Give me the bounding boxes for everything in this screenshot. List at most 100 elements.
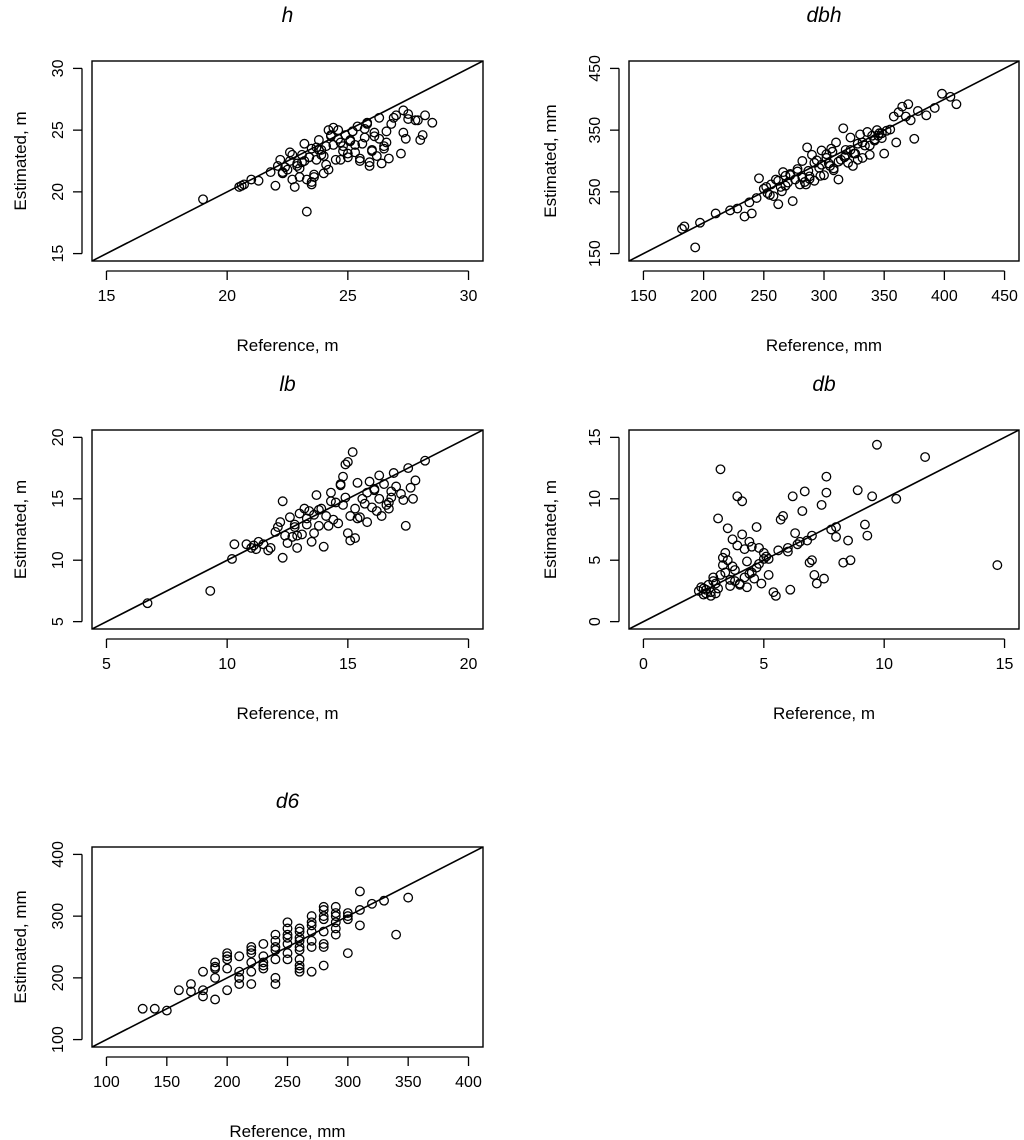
- data-point: [318, 911, 329, 922]
- x-tick-label: 10: [218, 656, 236, 673]
- reference-line: [92, 61, 483, 261]
- panel-d6: d6 100 150 200 250 300 350 400 Reference, mm 100 2…: [11, 790, 484, 1140]
- data-point: [306, 917, 317, 928]
- data-point: [763, 570, 774, 580]
- data-point: [198, 194, 208, 205]
- data-point: [690, 242, 701, 253]
- data-point: [350, 147, 361, 158]
- data-point: [937, 88, 947, 99]
- data-point: [773, 545, 784, 556]
- data-point: [780, 170, 791, 181]
- y-tick-label: 450: [587, 55, 604, 82]
- reference-line: [629, 430, 1019, 629]
- y-tick-label: 150: [587, 240, 604, 267]
- data-point: [282, 932, 293, 943]
- data-point: [333, 518, 344, 529]
- x-tick-label: 450: [991, 288, 1018, 305]
- data-point: [379, 895, 389, 906]
- x-tick-label: 300: [334, 1074, 361, 1091]
- data-point: [301, 513, 312, 524]
- data-point: [742, 556, 752, 567]
- data-point: [391, 481, 402, 492]
- x-tick-label: 250: [274, 1074, 301, 1091]
- y-axis-label: Estimated, mm: [11, 890, 30, 1003]
- data-point: [282, 538, 293, 548]
- y-tick-label: 10: [50, 551, 67, 569]
- reference-line: [92, 847, 483, 1047]
- y-axis: 150 250 350 450: [587, 55, 620, 267]
- data-point: [210, 963, 221, 974]
- x-tick-label: 350: [871, 288, 898, 305]
- data-point: [330, 901, 341, 912]
- data-point: [367, 898, 377, 909]
- data-point: [770, 590, 781, 601]
- data-point: [222, 985, 233, 996]
- data-point: [754, 173, 764, 184]
- data-point: [318, 926, 329, 937]
- data-point: [364, 160, 375, 171]
- data-point: [872, 125, 882, 136]
- data-point: [246, 542, 257, 553]
- data-point: [345, 135, 356, 145]
- y-tick-label: 20: [50, 428, 67, 446]
- data-point: [357, 138, 368, 149]
- data-point: [362, 517, 373, 528]
- data-point: [717, 552, 728, 563]
- x-tick-label: 350: [395, 1074, 422, 1091]
- data-point: [347, 126, 358, 137]
- data-point: [258, 960, 269, 971]
- y-tick-label: 0: [587, 617, 604, 626]
- data-point: [710, 588, 721, 599]
- data-point: [210, 994, 221, 1005]
- data-point: [306, 143, 317, 154]
- x-tick-label: 5: [102, 656, 111, 673]
- data-point: [306, 536, 317, 547]
- panel-lb: lb 5 10 15 20 Reference, m 5 10 15 20 Estimated, m: [11, 373, 484, 723]
- data-point: [897, 101, 908, 112]
- data-point: [867, 491, 878, 502]
- data-point: [357, 493, 368, 504]
- y-axis: 5 10 15 20: [50, 428, 83, 626]
- data-point: [338, 146, 348, 157]
- data-point: [754, 542, 764, 553]
- x-axis-label: Reference, m: [236, 336, 338, 355]
- chart-title: h: [282, 4, 294, 27]
- data-point: [137, 1003, 148, 1014]
- data-point: [270, 935, 281, 946]
- data-point: [282, 954, 293, 965]
- data-point: [395, 488, 406, 499]
- data-point: [376, 158, 387, 169]
- data-point: [873, 130, 884, 141]
- data-point: [186, 986, 196, 997]
- y-axis-label: Estimated, m: [11, 480, 30, 579]
- x-axis: 15 20 25 30: [98, 270, 478, 305]
- data-point: [872, 439, 882, 450]
- x-tick-label: 400: [931, 288, 958, 305]
- data-point: [306, 920, 317, 931]
- data-point: [403, 114, 414, 124]
- chart-title: lb: [279, 373, 296, 396]
- data-point: [698, 583, 709, 594]
- data-point: [821, 487, 832, 498]
- data-point: [797, 156, 808, 166]
- data-point: [294, 954, 305, 965]
- data-point: [951, 99, 962, 110]
- x-tick-label: 400: [455, 1074, 482, 1091]
- data-point: [405, 482, 416, 493]
- data-point: [340, 459, 351, 470]
- data-point: [807, 530, 817, 541]
- x-tick-label: 300: [811, 288, 838, 305]
- data-point: [369, 484, 380, 494]
- data-point: [809, 570, 820, 580]
- data-point: [342, 911, 353, 922]
- data-point: [369, 127, 380, 138]
- data-point: [379, 143, 389, 154]
- data-point: [222, 954, 233, 965]
- data-point: [845, 132, 856, 143]
- data-point: [804, 557, 815, 568]
- y-tick-label: 15: [50, 490, 67, 508]
- data-point: [364, 157, 375, 168]
- y-tick-label: 250: [587, 178, 604, 205]
- data-point: [263, 545, 274, 556]
